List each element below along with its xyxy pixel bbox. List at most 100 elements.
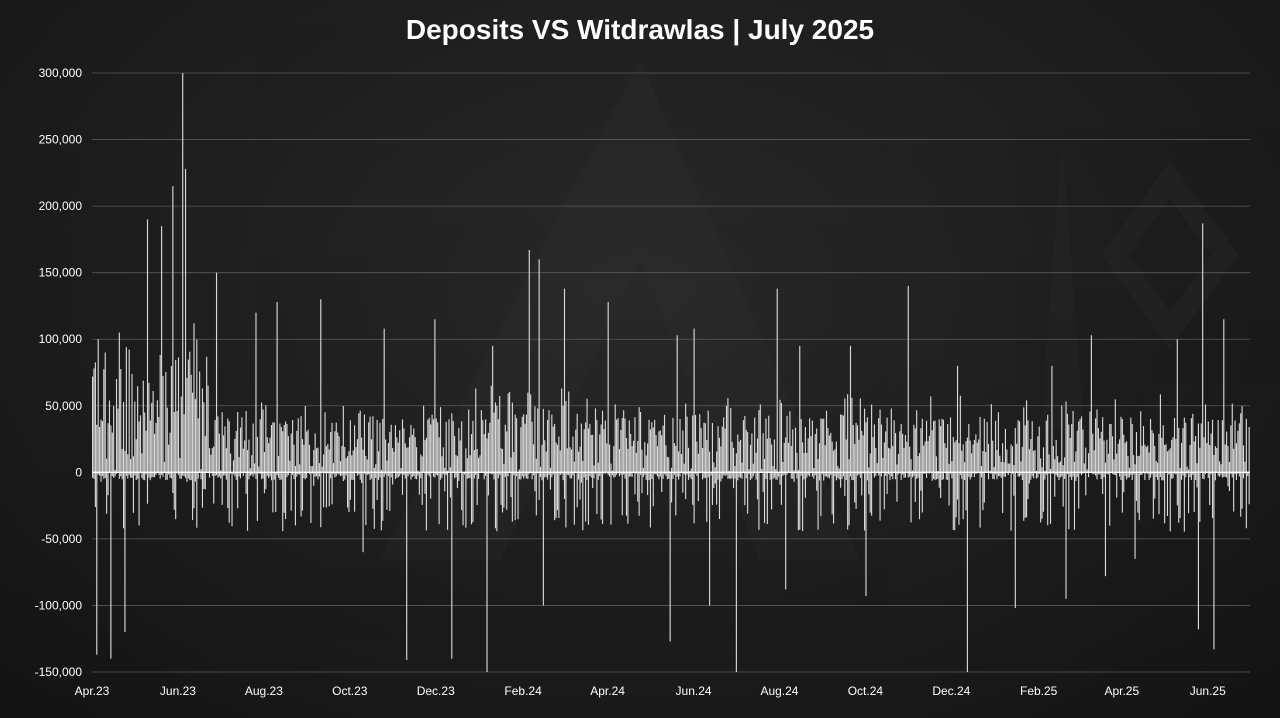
withdrawal-bar xyxy=(904,472,906,478)
x-axis: Apr.23 Jun.23 Aug.23 Oct.23 Dec.23 Feb.24 Apr.… xyxy=(75,684,1226,698)
deposit-bar xyxy=(797,469,799,473)
withdrawal-bar xyxy=(865,472,867,597)
withdrawal-bar xyxy=(551,472,553,478)
withdrawal-bar xyxy=(552,472,554,475)
deposit-bar xyxy=(218,433,220,473)
deposit-bar xyxy=(694,415,697,473)
withdrawal-bar xyxy=(692,472,694,505)
deposit-bar xyxy=(751,433,753,473)
withdrawal-bar xyxy=(493,472,495,480)
deposit-bar xyxy=(1217,420,1219,473)
withdrawal-bar xyxy=(675,472,677,516)
withdrawal-bar xyxy=(408,472,411,475)
deposit-bar xyxy=(1197,423,1200,473)
deposit-bar xyxy=(589,423,591,473)
deposit-bar xyxy=(897,453,899,473)
deposit-bar xyxy=(196,339,198,473)
deposit-bar xyxy=(335,422,337,473)
deposit-bar xyxy=(1034,450,1036,473)
deposit-bar xyxy=(972,444,974,473)
deposit-bar xyxy=(204,435,206,473)
withdrawal-bar xyxy=(593,472,595,479)
deposit-bar xyxy=(262,409,264,473)
deposit-bar xyxy=(1090,335,1092,473)
x-tick-label: Feb.24 xyxy=(504,684,542,698)
deposit-bar xyxy=(654,419,656,473)
withdrawal-bar xyxy=(320,472,322,528)
withdrawal-bar xyxy=(875,472,877,476)
deposit-bar xyxy=(894,433,897,473)
withdrawal-bar xyxy=(999,472,1001,477)
withdrawal-bar xyxy=(995,472,997,475)
withdrawal-bar xyxy=(703,472,705,478)
withdrawal-bar xyxy=(248,472,250,480)
withdrawal-bar xyxy=(1093,472,1095,474)
withdrawal-bar xyxy=(817,472,819,530)
withdrawal-bar xyxy=(982,472,984,511)
deposit-bar xyxy=(168,444,170,473)
withdrawal-bar xyxy=(334,472,336,478)
withdrawal-bar xyxy=(432,472,435,477)
withdrawal-bar xyxy=(823,472,825,481)
withdrawal-bar xyxy=(483,472,485,480)
withdrawal-bar xyxy=(887,472,890,475)
withdrawal-bar xyxy=(686,472,688,475)
deposit-bar xyxy=(804,426,806,473)
deposit-bar xyxy=(107,423,109,473)
withdrawal-bar xyxy=(377,472,380,481)
deposit-bar xyxy=(473,450,475,473)
deposit-bar xyxy=(224,426,226,473)
deposit-bar xyxy=(163,461,165,473)
withdrawal-bar xyxy=(94,472,96,508)
withdrawal-bar xyxy=(486,472,488,672)
deposit-bar xyxy=(1052,445,1054,473)
withdrawal-bar xyxy=(516,472,518,477)
deposit-bar xyxy=(962,444,964,473)
deposit-bar xyxy=(439,407,442,473)
deposit-bar xyxy=(600,424,602,473)
deposit-bar xyxy=(361,437,363,473)
withdrawal-bar xyxy=(265,472,267,490)
deposit-bar xyxy=(579,446,581,473)
withdrawal-bar xyxy=(441,472,443,478)
deposit-bar xyxy=(346,456,349,473)
withdrawal-bar xyxy=(662,472,664,479)
deposit-bar xyxy=(1030,438,1032,473)
deposit-bar xyxy=(806,452,808,473)
withdrawal-bar xyxy=(410,472,412,480)
deposit-bar xyxy=(279,423,281,473)
withdrawal-bar xyxy=(940,472,942,498)
withdrawal-bar xyxy=(835,472,837,481)
deposit-bar xyxy=(755,452,757,473)
withdrawal-bar xyxy=(1202,472,1204,479)
deposit-bar xyxy=(424,440,426,473)
deposit-bar xyxy=(475,388,477,473)
withdrawal-bar xyxy=(583,472,585,478)
withdrawal-bar xyxy=(833,472,835,524)
deposit-bar xyxy=(299,464,301,473)
withdrawal-bar xyxy=(279,472,281,480)
x-tick-label: Aug.23 xyxy=(245,684,283,698)
withdrawal-bar xyxy=(517,472,519,520)
withdrawal-bar xyxy=(1227,472,1229,487)
withdrawal-bar xyxy=(131,472,133,478)
withdrawal-bar xyxy=(390,472,392,478)
withdrawal-bar xyxy=(1148,472,1150,481)
withdrawal-bar xyxy=(524,472,526,477)
withdrawal-bar xyxy=(366,472,368,475)
deposit-bar xyxy=(923,445,925,473)
x-tick-label: Jun.25 xyxy=(1190,684,1226,698)
deposit-bar xyxy=(534,406,536,473)
deposit-bar xyxy=(1079,419,1081,473)
deposit-bar xyxy=(259,419,261,473)
deposit-bar xyxy=(180,396,182,473)
withdrawal-bar xyxy=(780,472,783,505)
deposit-bar xyxy=(130,458,132,473)
withdrawal-bar xyxy=(1226,472,1228,478)
deposit-bar xyxy=(490,385,492,473)
withdrawal-bar xyxy=(535,472,537,516)
deposit-bar xyxy=(997,412,999,473)
deposit-bar xyxy=(606,443,608,473)
deposit-bar xyxy=(1227,446,1229,473)
deposit-bar xyxy=(756,438,759,473)
